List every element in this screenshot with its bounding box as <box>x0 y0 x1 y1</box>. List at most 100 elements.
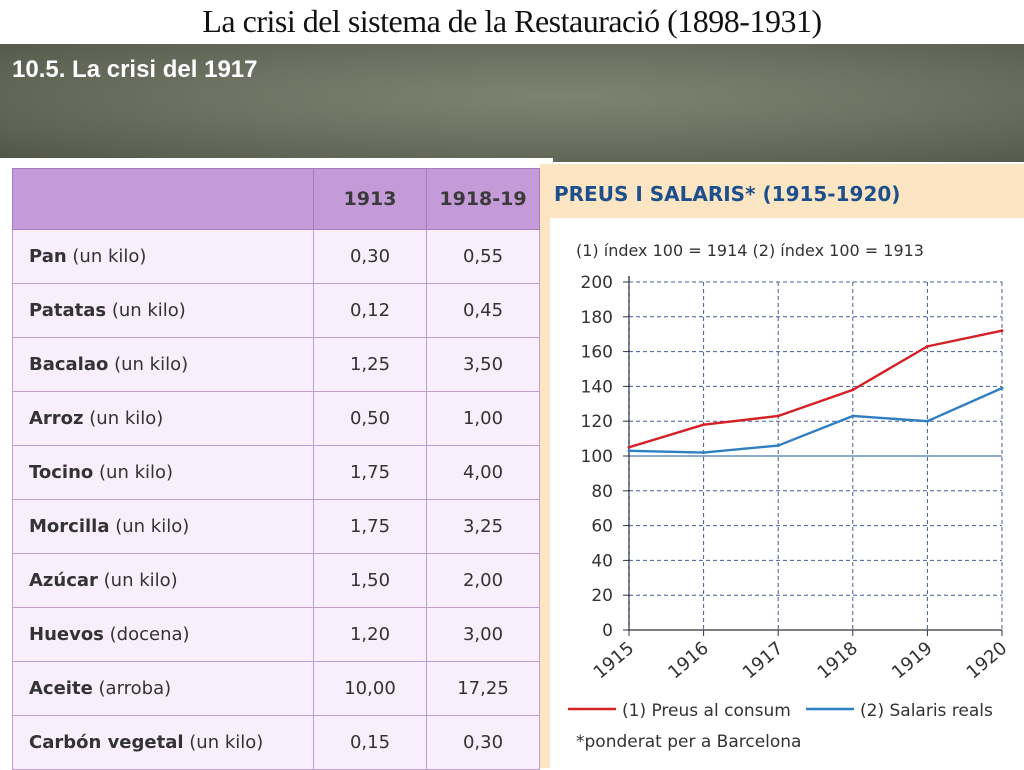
table-body: Pan (un kilo) 0,30 0,55 Patatas (un kilo) 0,… <box>12 229 540 770</box>
item-unit: (un kilo) <box>103 570 178 591</box>
cell-1913: 0,30 <box>313 229 427 284</box>
table-row: Morcilla (un kilo) 1,75 3,25 <box>12 499 540 554</box>
cell-1918-19: 3,50 <box>426 337 540 392</box>
series-line <box>628 387 1003 454</box>
y-tick-label: 100 <box>581 447 613 467</box>
item-name: Arroz <box>29 408 84 429</box>
cell-item: Morcilla (un kilo) <box>12 499 314 554</box>
header-cell-1918-19: 1918-19 <box>426 168 540 230</box>
item-unit: (un kilo) <box>115 516 190 537</box>
item-name: Morcilla <box>29 516 110 537</box>
item-name: Tocino <box>29 462 94 483</box>
item-name: Patatas <box>29 300 107 321</box>
cell-1913: 10,00 <box>313 661 427 716</box>
data-point <box>925 344 929 348</box>
cell-1918-19: 4,00 <box>426 445 540 500</box>
cell-1918-19: 3,00 <box>426 607 540 662</box>
cell-item: Patatas (un kilo) <box>12 283 314 338</box>
chart-subtitle: (1) índex 100 = 1914 (2) índex 100 = 191… <box>576 241 924 260</box>
cell-1913: 1,50 <box>313 553 427 608</box>
cell-item: Bacalao (un kilo) <box>12 337 314 392</box>
cell-1918-19: 2,00 <box>426 553 540 608</box>
y-tick-label: 160 <box>581 343 613 363</box>
y-tick-label: 40 <box>591 551 613 571</box>
table-row: Bacalao (un kilo) 1,25 3,50 <box>12 337 540 392</box>
cell-item: Aceite (arroba) <box>12 661 314 716</box>
data-point <box>925 419 929 423</box>
item-name: Aceite <box>29 678 93 699</box>
price-table: 1913 1918-19 Pan (un kilo) 0,30 0,55 Patata… <box>12 168 540 770</box>
item-name: Pan <box>29 246 67 267</box>
header-banner <box>0 44 1024 162</box>
data-point <box>627 445 631 449</box>
slide-title: La crisi del sistema de la Restauració (… <box>202 3 822 39</box>
table-row: Aceite (arroba) 10,00 17,25 <box>12 661 540 716</box>
y-tick-label: 140 <box>581 377 613 397</box>
item-unit: (un kilo) <box>72 246 147 267</box>
data-point <box>702 451 706 455</box>
table-row: Huevos (docena) 1,20 3,00 <box>12 607 540 662</box>
data-point <box>851 414 855 418</box>
cell-item: Azúcar (un kilo) <box>12 553 314 608</box>
cell-1913: 1,20 <box>313 607 427 662</box>
table-row: Pan (un kilo) 0,30 0,55 <box>12 229 540 284</box>
cell-1918-19: 0,30 <box>426 715 540 770</box>
y-tick-label: 180 <box>581 308 613 328</box>
table-header-row: 1913 1918-19 <box>12 168 540 230</box>
data-point <box>776 444 780 448</box>
item-unit: (un kilo) <box>111 300 186 321</box>
y-tick-label: 120 <box>581 412 613 432</box>
chart-title: PREUS I SALARIS* (1915-1920) <box>554 182 900 206</box>
item-unit: (docena) <box>109 624 190 645</box>
item-unit: (un kilo) <box>89 408 164 429</box>
y-tick-label: 60 <box>591 517 613 537</box>
cell-1913: 1,75 <box>313 445 427 500</box>
item-name: Azúcar <box>29 570 98 591</box>
chart-footnote: *ponderat per a Barcelona <box>576 732 801 752</box>
y-tick-label: 80 <box>591 482 613 502</box>
cell-item: Huevos (docena) <box>12 607 314 662</box>
table-row: Azúcar (un kilo) 1,50 2,00 <box>12 553 540 608</box>
cell-1918-19: 0,55 <box>426 229 540 284</box>
y-tick-label: 20 <box>591 586 613 606</box>
series-line <box>628 329 1003 449</box>
item-unit: (arroba) <box>98 678 172 699</box>
chart-panel: PREUS I SALARIS* (1915-1920) (1) índex 10… <box>540 164 1024 768</box>
cell-1918-19: 1,00 <box>426 391 540 446</box>
table-row: Carbón vegetal (un kilo) 0,15 0,30 <box>12 715 540 770</box>
cell-item: Tocino (un kilo) <box>12 445 314 500</box>
cell-1913: 0,50 <box>313 391 427 446</box>
item-unit: (un kilo) <box>99 462 174 483</box>
y-tick-label: 0 <box>602 621 613 641</box>
cell-1913: 1,75 <box>313 499 427 554</box>
chart-background <box>550 218 1024 768</box>
cell-1918-19: 0,45 <box>426 283 540 338</box>
item-unit: (un kilo) <box>189 732 264 753</box>
cell-1913: 0,15 <box>313 715 427 770</box>
data-point <box>627 449 631 453</box>
table-row: Patatas (un kilo) 0,12 0,45 <box>12 283 540 338</box>
cell-item: Pan (un kilo) <box>12 229 314 284</box>
item-name: Carbón vegetal <box>29 732 184 753</box>
data-point <box>702 423 706 427</box>
data-point <box>1000 329 1004 333</box>
cell-1918-19: 3,25 <box>426 499 540 554</box>
cell-1918-19: 17,25 <box>426 661 540 716</box>
price-table-panel: 1913 1918-19 Pan (un kilo) 0,30 0,55 Patata… <box>0 158 553 770</box>
header-cell-item <box>12 168 314 230</box>
item-unit: (un kilo) <box>114 354 189 375</box>
table-row: Arroz (un kilo) 0,50 1,00 <box>12 391 540 446</box>
table-row: Tocino (un kilo) 1,75 4,00 <box>12 445 540 500</box>
y-tick-label: 200 <box>581 273 613 293</box>
header-cell-1913: 1913 <box>313 168 427 230</box>
data-point <box>776 414 780 418</box>
cell-item: Arroz (un kilo) <box>12 391 314 446</box>
legend-label: (1) Preus al consum <box>622 701 791 721</box>
legend-label: (2) Salaris reals <box>860 701 993 721</box>
cell-1913: 0,12 <box>313 283 427 338</box>
cell-item: Carbón vegetal (un kilo) <box>12 715 314 770</box>
cell-1913: 1,25 <box>313 337 427 392</box>
item-name: Huevos <box>29 624 104 645</box>
line-chart: PREUS I SALARIS* (1915-1920) (1) índex 10… <box>550 182 1024 768</box>
item-name: Bacalao <box>29 354 109 375</box>
